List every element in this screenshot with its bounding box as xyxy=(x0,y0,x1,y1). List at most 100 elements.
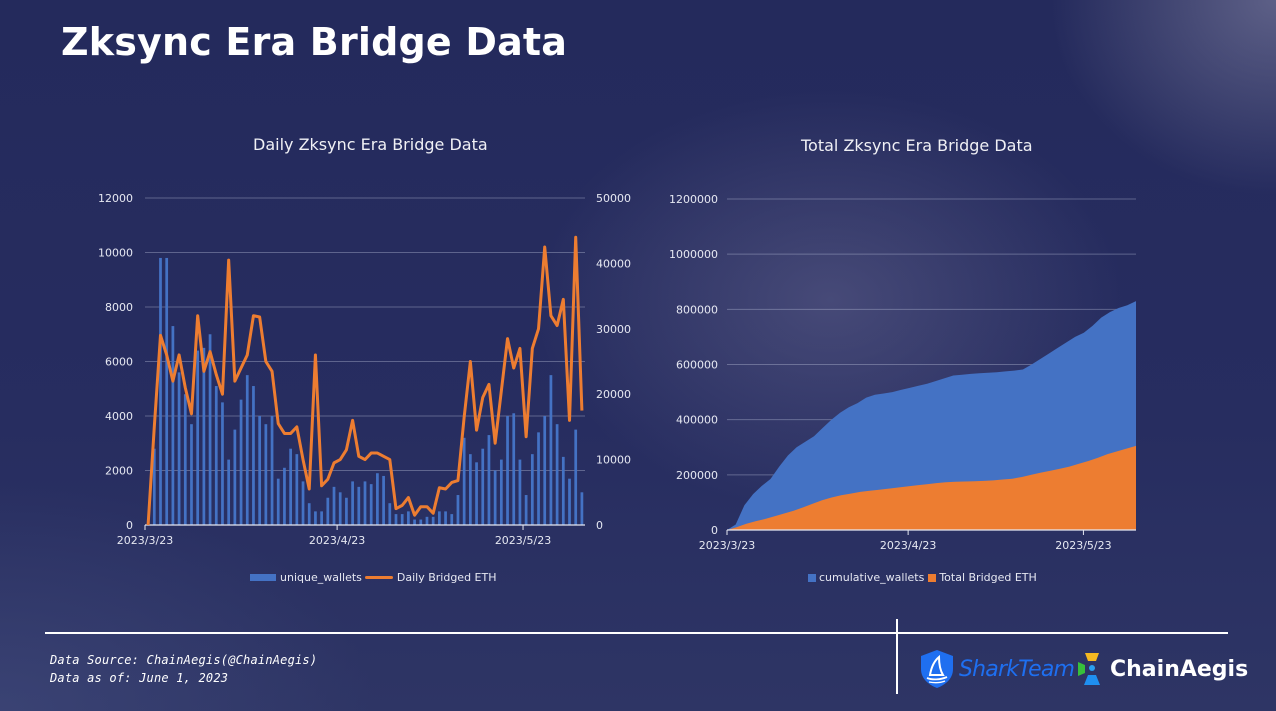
bar-unique-wallets xyxy=(357,486,361,525)
y-tick-label-left: 0 xyxy=(126,519,133,532)
bar-unique-wallets xyxy=(512,413,516,525)
bar-unique-wallets xyxy=(506,416,509,525)
bar-unique-wallets xyxy=(481,448,485,525)
shield-sail-icon xyxy=(921,650,953,688)
y-tick-label: 600000 xyxy=(676,359,718,372)
legend-swatch-cumulative-wallets xyxy=(808,573,816,582)
legend-label-daily-bridged-eth: Daily Bridged ETH xyxy=(396,571,497,584)
x-tick-label: 2023/3/23 xyxy=(699,539,755,552)
sharkteam-logo: SharkTeam xyxy=(918,649,1075,689)
x-tick-label: 2023/5/23 xyxy=(495,534,551,547)
data-source-note: Data Source: ChainAegis(@ChainAegis) xyxy=(50,653,318,667)
y-tick-label-right: 50000 xyxy=(596,192,631,205)
bar-unique-wallets xyxy=(351,481,354,525)
bar-unique-wallets xyxy=(462,437,466,525)
bar-unique-wallets xyxy=(413,519,416,525)
bar-unique-wallets xyxy=(196,350,200,525)
bar-unique-wallets xyxy=(258,416,262,525)
y-tick-label: 800000 xyxy=(676,303,718,316)
total-chart-legend: cumulative_wallets Total Bridged ETH xyxy=(808,571,1037,584)
bar-unique-wallets xyxy=(177,372,181,525)
area-cumulative-wallets xyxy=(727,301,1136,530)
bar-unique-wallets xyxy=(456,495,460,525)
bar-unique-wallets xyxy=(524,495,528,525)
bar-unique-wallets xyxy=(369,484,373,525)
bar-unique-wallets xyxy=(537,432,540,525)
y-tick-label-right: 40000 xyxy=(596,257,631,270)
bar-unique-wallets xyxy=(239,399,243,525)
bar-unique-wallets xyxy=(499,459,503,525)
bar-unique-wallets xyxy=(382,475,385,525)
bar-unique-wallets xyxy=(190,424,193,525)
y-tick-label: 1000000 xyxy=(669,248,718,261)
bar-unique-wallets xyxy=(431,516,435,525)
bar-unique-wallets xyxy=(307,503,311,525)
bar-unique-wallets xyxy=(400,514,404,525)
x-tick-label: 2023/5/23 xyxy=(1055,539,1111,552)
y-tick-label-left: 10000 xyxy=(98,247,133,260)
bar-unique-wallets xyxy=(561,456,565,525)
bar-unique-wallets xyxy=(475,462,478,525)
bar-unique-wallets xyxy=(543,416,547,525)
bar-unique-wallets xyxy=(468,454,472,525)
y-tick-label-right: 30000 xyxy=(596,323,631,336)
y-tick-label-left: 4000 xyxy=(105,410,133,423)
bar-unique-wallets xyxy=(568,478,571,525)
bar-unique-wallets xyxy=(227,459,231,525)
y-tick-label-left: 12000 xyxy=(98,192,133,205)
y-tick-label-right: 0 xyxy=(596,519,603,532)
bar-unique-wallets xyxy=(171,326,175,525)
footer-vertical-divider xyxy=(896,619,898,694)
legend-swatch-unique-wallets xyxy=(250,574,276,581)
bar-unique-wallets xyxy=(233,429,237,525)
bar-unique-wallets xyxy=(363,481,367,525)
bar-unique-wallets xyxy=(407,511,410,525)
bar-unique-wallets xyxy=(450,514,454,525)
legend-swatch-total-bridged-eth xyxy=(928,573,937,582)
footer-divider xyxy=(45,632,1228,634)
bar-unique-wallets xyxy=(518,459,522,525)
daily-chart-legend: unique_wallets Daily Bridged ETH xyxy=(250,571,497,584)
bar-unique-wallets xyxy=(202,347,206,525)
total-chart: 0 200000 400000 600000 800000 1000000 1200000 2… xyxy=(669,193,1136,552)
bar-unique-wallets xyxy=(438,511,441,525)
bar-unique-wallets xyxy=(252,386,255,525)
bar-unique-wallets xyxy=(208,334,212,525)
bar-unique-wallets xyxy=(301,481,305,525)
sharkteam-wordmark: SharkTeam xyxy=(959,656,1075,682)
bar-unique-wallets xyxy=(276,478,280,525)
bar-unique-wallets xyxy=(264,424,268,525)
chainaegis-logo: ChainAegis xyxy=(1076,651,1248,687)
bar-unique-wallets xyxy=(345,497,348,525)
daily-chart: 0 2000 4000 6000 8000 10000 12000 0 10000 20000 30… xyxy=(98,192,631,547)
bar-unique-wallets xyxy=(574,429,578,525)
y-tick-label-left: 6000 xyxy=(105,356,133,369)
bar-unique-wallets xyxy=(549,375,553,525)
daily-chart-title: Daily Zksync Era Bridge Data xyxy=(253,135,488,154)
y-tick-label: 0 xyxy=(711,524,718,537)
bar-unique-wallets xyxy=(338,492,342,525)
bar-unique-wallets xyxy=(376,473,379,525)
y-tick-label-left: 2000 xyxy=(105,465,133,478)
y-tick-label: 400000 xyxy=(676,414,718,427)
line-daily-bridged-eth xyxy=(146,235,584,526)
bar-unique-wallets xyxy=(555,424,559,525)
bar-unique-wallets xyxy=(152,448,156,525)
bar-unique-wallets xyxy=(530,454,534,525)
bar-unique-wallets xyxy=(332,486,336,525)
bar-unique-wallets xyxy=(326,497,330,525)
x-tick-label: 2023/3/23 xyxy=(117,534,173,547)
bar-unique-wallets xyxy=(419,519,423,525)
bar-unique-wallets xyxy=(289,448,292,525)
y-tick-label-left: 8000 xyxy=(105,301,133,314)
bar-unique-wallets xyxy=(314,511,317,525)
y-tick-label: 200000 xyxy=(676,469,718,482)
x-tick-label: 2023/4/23 xyxy=(309,534,365,547)
bar-unique-wallets xyxy=(245,375,249,525)
y-tick-label-right: 20000 xyxy=(596,388,631,401)
bar-unique-wallets xyxy=(214,386,218,525)
bar-unique-wallets xyxy=(165,257,169,525)
bar-unique-wallets xyxy=(283,467,286,525)
y-tick-label: 1200000 xyxy=(669,193,718,206)
